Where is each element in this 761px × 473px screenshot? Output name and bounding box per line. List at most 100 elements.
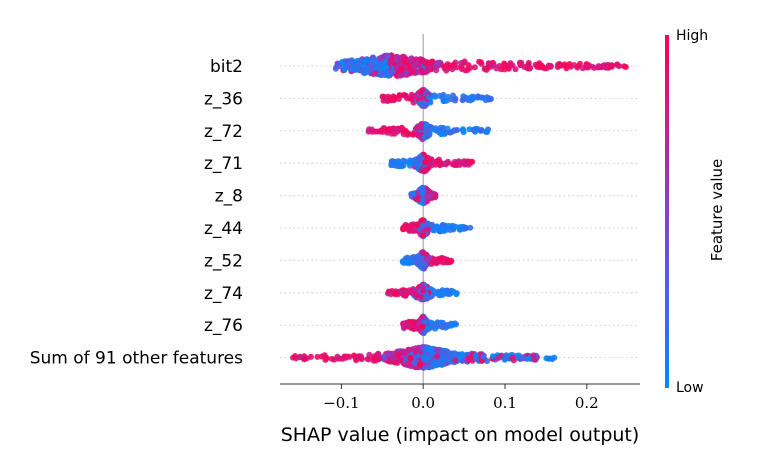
shap-point xyxy=(518,59,525,66)
shap-point xyxy=(415,155,422,162)
shap-point xyxy=(422,159,429,166)
shap-point xyxy=(417,89,424,96)
shap-point xyxy=(366,126,373,133)
shap-point xyxy=(508,354,515,361)
shap-point xyxy=(424,127,431,134)
shap-point xyxy=(440,124,447,131)
shap-point xyxy=(434,158,441,164)
shap-point xyxy=(420,353,427,360)
shap-point xyxy=(420,250,427,257)
shap-point xyxy=(456,159,463,166)
shap-point xyxy=(443,226,450,233)
shap-point xyxy=(400,226,407,232)
shap-point xyxy=(539,63,546,70)
shap-point xyxy=(411,291,418,297)
shap-point xyxy=(366,351,373,358)
shap-point xyxy=(502,353,509,360)
shap-point xyxy=(589,63,596,70)
shap-point xyxy=(396,92,403,99)
dots-layer xyxy=(290,52,629,371)
feature-label: z_36 xyxy=(204,89,243,109)
shap-point xyxy=(608,62,615,69)
shap-point xyxy=(419,264,425,271)
shap-point xyxy=(462,161,469,168)
shap-point xyxy=(566,61,573,67)
shap-point xyxy=(439,94,446,101)
shap-point xyxy=(595,63,602,70)
feature-label: bit2 xyxy=(210,57,243,77)
feature-label: z_74 xyxy=(204,284,243,304)
shap-point xyxy=(419,190,426,197)
shap-point xyxy=(385,351,392,358)
x-axis: −0.1 0.0 0.1 0.2 xyxy=(280,383,640,412)
shap-point xyxy=(413,56,420,63)
feature-label: z_44 xyxy=(204,219,243,239)
shap-point xyxy=(370,71,377,77)
shap-point xyxy=(436,129,443,136)
shap-point xyxy=(410,63,417,70)
shap-point xyxy=(436,320,443,327)
shap-point xyxy=(489,353,496,360)
feature-label: Sum of 91 other features xyxy=(30,349,243,369)
shap-point xyxy=(471,127,478,134)
shap-point xyxy=(401,348,408,355)
shap-point xyxy=(480,353,487,360)
shap-point xyxy=(412,360,419,367)
shap-point xyxy=(415,253,422,259)
shap-point xyxy=(413,196,420,203)
shap-point xyxy=(378,55,385,62)
shap-point xyxy=(454,127,461,133)
feature-row-dots xyxy=(400,217,474,240)
shap-point xyxy=(419,184,426,191)
shap-point xyxy=(328,355,335,362)
shap-point xyxy=(460,96,467,103)
shap-point xyxy=(483,128,490,135)
shap-point xyxy=(490,61,497,68)
shap-point xyxy=(393,128,400,135)
colorbar-gradient xyxy=(665,35,669,388)
shap-point xyxy=(363,57,370,64)
feature-row-dots xyxy=(399,249,455,272)
shap-point xyxy=(432,93,439,100)
x-tick-label: 0.2 xyxy=(575,394,599,412)
shap-point xyxy=(384,126,391,133)
shap-point xyxy=(479,94,486,101)
shap-point xyxy=(444,257,451,264)
shap-point xyxy=(429,58,435,65)
shap-point xyxy=(385,72,391,79)
feature-row-dots xyxy=(365,121,492,143)
feature-row-dots xyxy=(388,151,476,175)
feature-label: z_76 xyxy=(204,316,243,336)
shap-point xyxy=(449,161,456,167)
feature-row-dots xyxy=(400,313,460,337)
feature-label: z_52 xyxy=(204,251,243,271)
shap-point xyxy=(368,58,375,65)
feature-label: z_8 xyxy=(215,187,243,207)
shap-point xyxy=(402,321,409,327)
shap-point xyxy=(407,355,414,362)
shap-point xyxy=(387,97,394,104)
shap-point xyxy=(424,295,430,302)
shap-point xyxy=(451,61,457,68)
x-tick-label: 0.0 xyxy=(411,394,435,412)
shap-point xyxy=(450,288,457,295)
shap-point xyxy=(614,62,621,68)
shap-point xyxy=(414,69,421,76)
colorbar-title: Feature value xyxy=(708,159,726,261)
shap-point xyxy=(383,64,390,71)
shap-point xyxy=(471,64,478,71)
shap-point xyxy=(451,224,457,231)
shap-point xyxy=(523,355,530,362)
shap-point xyxy=(472,352,479,359)
x-tick-label: −0.1 xyxy=(323,394,359,412)
shap-point xyxy=(387,291,394,298)
shap-point xyxy=(403,259,410,266)
shap-point xyxy=(555,61,562,68)
shap-point xyxy=(409,223,416,230)
shap-point xyxy=(323,355,330,362)
shap-point xyxy=(365,356,372,363)
shap-point xyxy=(424,257,431,264)
shap-point xyxy=(413,125,420,132)
shap-point xyxy=(401,92,408,98)
